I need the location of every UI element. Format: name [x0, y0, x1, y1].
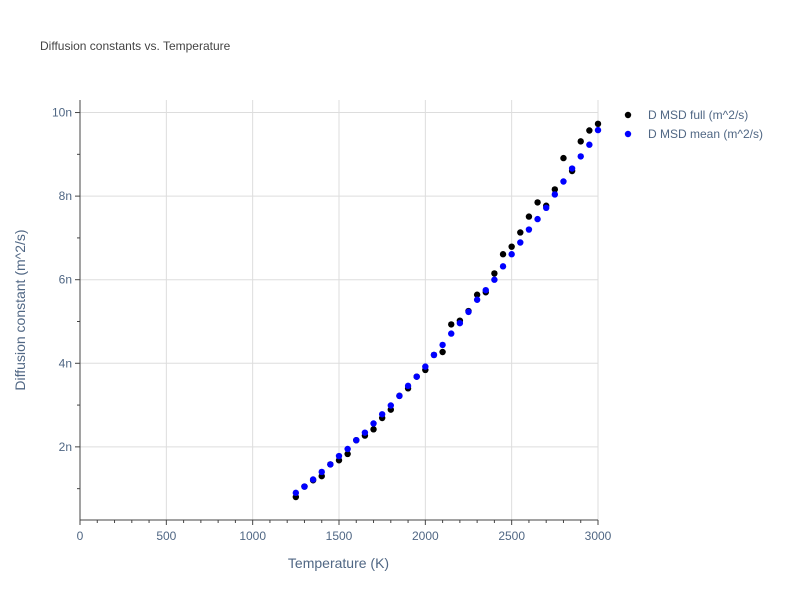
data-point-series-2: [370, 420, 377, 427]
data-point-series-2: [482, 286, 489, 294]
data-point-series-2: [309, 476, 317, 483]
data-point-series-2: [292, 489, 300, 497]
data-point-series-2: [327, 461, 334, 468]
data-point-series-2: [404, 382, 412, 390]
x-tick-label: 1500: [326, 529, 353, 543]
y-tick-label: 8n: [59, 189, 72, 203]
data-point-series-2: [439, 341, 446, 349]
data-point-series-2: [318, 468, 325, 476]
data-point-series-1: [551, 186, 559, 193]
legend-marker-series-1: [624, 111, 632, 119]
data-point-series-2: [335, 452, 343, 460]
data-point-series-2: [344, 445, 351, 453]
x-tick-label: 2000: [412, 529, 439, 543]
data-point-series-2: [413, 373, 420, 380]
x-tick-label: 500: [156, 529, 176, 543]
data-point-series-1: [508, 243, 515, 250]
x-tick-label: 0: [77, 529, 84, 543]
data-point-series-1: [499, 251, 507, 258]
data-point-series-2: [465, 308, 472, 316]
data-point-series-1: [525, 213, 533, 220]
data-point-series-2: [577, 153, 584, 160]
data-point-series-2: [361, 429, 369, 436]
data-point-series-2: [396, 392, 403, 400]
axes: 0 500 1000 1500 2000 2500 3000 2n 4n 6n 8n 10n: [52, 100, 612, 543]
data-point-series-2: [568, 165, 576, 172]
data-point-series-1: [344, 450, 351, 458]
data-point-series-2: [301, 483, 308, 490]
y-axis-title: Diffusion constant (m^2/s): [12, 229, 28, 390]
data-point-series-2: [491, 276, 498, 283]
data-point-series-2: [543, 204, 550, 212]
data-point-series-1: [577, 138, 584, 145]
legend-label-series-1[interactable]: D MSD full (m^2/s): [648, 108, 748, 122]
data-point-series-2: [586, 141, 593, 148]
data-point-series-1: [534, 199, 541, 206]
data-point-series-2: [422, 363, 429, 370]
data-point-series-2: [378, 411, 386, 418]
legend[interactable]: D MSD full (m^2/s) D MSD mean (m^2/s): [624, 108, 763, 141]
data-point-series-1: [560, 154, 567, 162]
data-point-series-2: [517, 239, 524, 246]
y-tick-label: 2n: [59, 440, 72, 454]
legend-marker-series-2: [624, 130, 632, 138]
data-point-series-2: [560, 178, 567, 185]
data-point-series-1: [448, 321, 455, 328]
data-point-series-2: [594, 126, 602, 134]
data-point-series-2: [551, 191, 559, 198]
data-point-series-1: [473, 291, 481, 298]
data-point-series-2: [353, 436, 360, 444]
data-point-series-1: [370, 426, 377, 433]
grid: [80, 100, 599, 520]
y-tick-label: 4n: [59, 356, 72, 370]
data-point-series-2: [525, 226, 533, 233]
x-tick-label: 1000: [239, 529, 266, 543]
data-point-series-2: [473, 296, 481, 303]
data-point-series-1: [491, 270, 498, 277]
y-tick-label: 10n: [52, 106, 72, 120]
data-point-series-1: [517, 229, 524, 236]
data-point-series-2: [534, 215, 541, 223]
x-tick-label: 3000: [585, 529, 612, 543]
chart-title: Diffusion constants vs. Temperature: [40, 39, 231, 53]
data-point-series-2: [448, 330, 455, 337]
legend-label-series-2[interactable]: D MSD mean (m^2/s): [648, 127, 763, 141]
data-point-series-2: [387, 402, 394, 409]
data-point-series-2: [499, 263, 507, 270]
data-point-series-1: [586, 127, 593, 134]
data-point-series-1: [594, 120, 602, 128]
y-tick-label: 6n: [59, 273, 72, 287]
x-axis-title: Temperature (K): [288, 555, 389, 571]
data-point-series-2: [456, 319, 464, 327]
data-point-series-2: [430, 351, 438, 359]
x-tick-label: 2500: [498, 529, 525, 543]
data-point-series-2: [508, 251, 515, 258]
data-point-series-1: [439, 348, 446, 356]
data-points: [292, 120, 602, 501]
